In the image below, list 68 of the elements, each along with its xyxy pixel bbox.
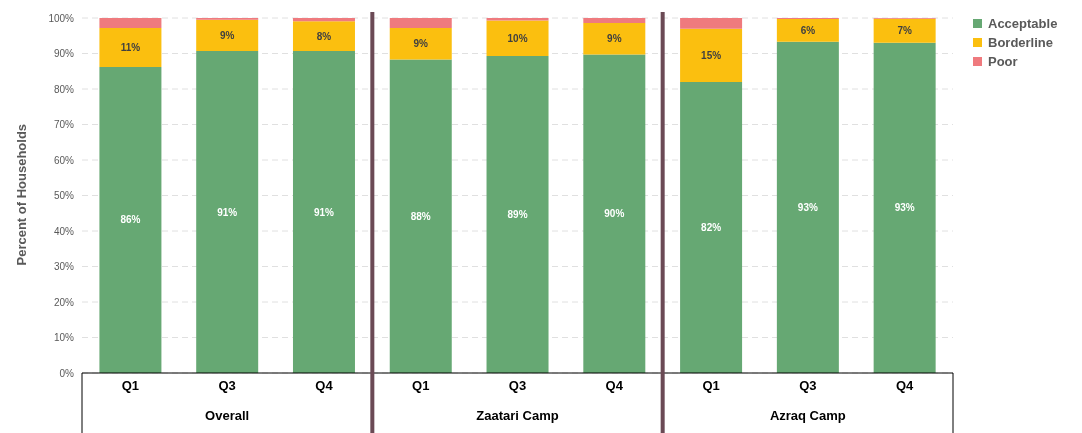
y-tick-label: 50% xyxy=(53,190,75,202)
bar xyxy=(196,19,259,52)
data-label: 93% xyxy=(797,201,818,213)
data-label: 90% xyxy=(604,208,625,220)
text: Azraq Camp xyxy=(769,408,846,423)
bar xyxy=(583,54,646,373)
data-label: 9% xyxy=(607,33,622,45)
x-tick-label: Q1 xyxy=(412,378,430,394)
bar xyxy=(776,19,839,42)
data-label: 91% xyxy=(313,206,335,218)
legend-label: Borderline xyxy=(988,35,1054,50)
data-label: 8% xyxy=(316,30,332,42)
x-tick-label: Q4 xyxy=(895,378,915,394)
y-tick-label: 0% xyxy=(59,367,75,379)
data-label: 10% xyxy=(507,32,528,44)
y-tick-label: 90% xyxy=(53,48,75,60)
bar xyxy=(99,27,162,67)
data-label: 89% xyxy=(507,208,528,220)
y-tick-label: 40% xyxy=(53,225,75,237)
data-label: 11% xyxy=(120,41,141,53)
bar xyxy=(486,55,549,373)
bar xyxy=(389,18,452,28)
bar xyxy=(292,51,355,373)
data-label: 82% xyxy=(701,221,722,233)
y-tick-label: 20% xyxy=(53,296,75,308)
data-label: 93% xyxy=(894,202,915,214)
bar xyxy=(196,51,259,373)
y-axis-title: Percent of Households xyxy=(13,123,29,266)
bar xyxy=(583,18,646,23)
y-tick-label: 80% xyxy=(53,83,75,95)
y-tick-label: 60% xyxy=(53,154,75,166)
x-tick-label: Q4 xyxy=(315,378,334,394)
y-tick-label: 100% xyxy=(48,12,75,24)
bar xyxy=(389,59,452,373)
x-tick-label: Q3 xyxy=(799,378,817,394)
y-tick-label: 30% xyxy=(53,261,75,273)
bar xyxy=(99,66,162,373)
bar xyxy=(680,28,743,82)
bar xyxy=(873,42,936,373)
data-label: 6% xyxy=(800,24,816,36)
legend-label: Acceptable xyxy=(988,16,1058,31)
data-label: 91% xyxy=(217,206,238,218)
data-label: 9% xyxy=(219,29,235,41)
bar xyxy=(583,22,646,55)
bar xyxy=(292,21,355,52)
data-label: 9% xyxy=(413,38,429,50)
x-tick-label: Q4 xyxy=(605,378,624,394)
x-tick-label: Q3 xyxy=(218,378,236,394)
bar xyxy=(776,41,839,373)
x-tick-label: Q3 xyxy=(508,378,527,394)
data-label: 7% xyxy=(897,25,912,37)
bar xyxy=(486,20,549,56)
x-tick-label: Q1 xyxy=(121,378,140,394)
text: Zaatari Camp xyxy=(476,408,559,423)
data-label: 86% xyxy=(120,214,141,226)
data-label: 15% xyxy=(701,49,722,61)
x-tick-label: Q1 xyxy=(702,378,720,394)
bar xyxy=(292,18,355,22)
bar xyxy=(680,81,743,373)
bar xyxy=(680,18,743,29)
bar xyxy=(389,27,452,60)
legend-label: Poor xyxy=(988,54,1018,69)
bar xyxy=(873,18,936,43)
y-tick-label: 10% xyxy=(53,332,75,344)
bar xyxy=(99,18,162,28)
text: Overall xyxy=(205,408,250,423)
y-tick-label: 70% xyxy=(53,119,75,131)
data-label: 88% xyxy=(410,210,431,222)
